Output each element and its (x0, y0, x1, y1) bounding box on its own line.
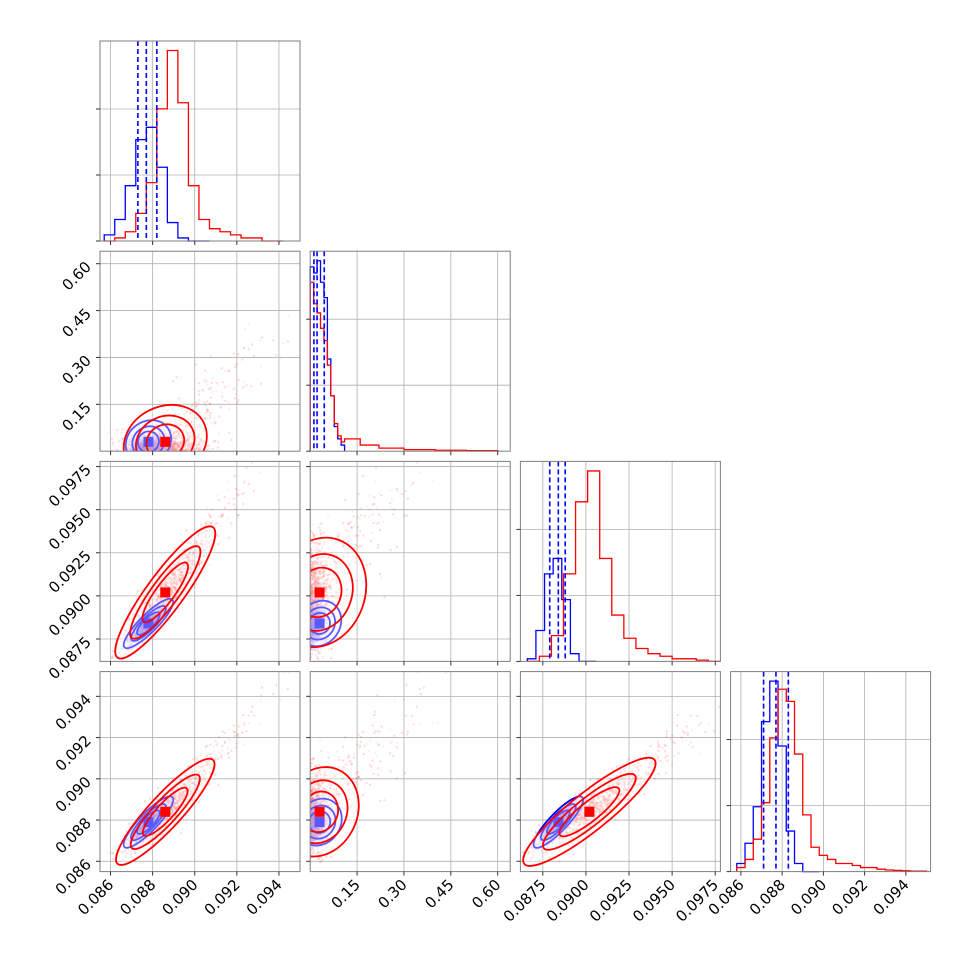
y-tick-label-2-4: 0.0975 (45, 461, 95, 511)
hist-series-0-param-3 (736, 680, 820, 873)
contour-1 (522, 756, 657, 867)
x-tick-label-3-2: 0.090 (787, 876, 830, 919)
contour-1 (114, 525, 217, 660)
peak-marker-1 (160, 436, 171, 447)
hist-series-0-param-1 (309, 260, 346, 452)
hist-series-1-param-2 (527, 470, 721, 663)
hist-series-1-param-0 (104, 49, 284, 242)
x-tick-label-2-1: 0.0900 (543, 876, 593, 926)
contour-1 (310, 536, 368, 649)
peak-marker-0 (314, 817, 325, 828)
x-tick-label-0-1: 0.088 (116, 876, 159, 919)
x-tick-label-3-1: 0.088 (746, 876, 789, 919)
peak-marker-0 (143, 618, 154, 629)
x-tick-label-1-3: 0.60 (468, 876, 504, 912)
scatter-panel-1-3 (306, 671, 511, 876)
x-tick-label-3-3: 0.092 (828, 876, 871, 919)
x-tick-label-1-1: 0.30 (374, 876, 410, 912)
x-tick-label-2-3: 0.0950 (629, 876, 679, 926)
hist-series-1-param-3 (736, 688, 928, 872)
contour-0 (124, 419, 173, 452)
peak-marker-1 (314, 587, 325, 598)
y-tick-label-3-3: 0.092 (52, 732, 95, 775)
y-tick-label-1-0: 0.15 (58, 398, 94, 434)
contour-1 (310, 766, 360, 858)
peak-marker-1 (160, 806, 171, 817)
contour-1 (115, 757, 216, 866)
scatter-panel-1-2 (306, 460, 511, 666)
scatter-panel-2-3 (516, 671, 721, 876)
x-tick-label-2-0: 0.0875 (500, 876, 550, 926)
peak-marker-1 (314, 806, 325, 817)
peak-marker-1 (160, 587, 171, 598)
y-tick-label-1-1: 0.30 (58, 352, 94, 388)
y-tick-label-2-1: 0.0900 (45, 590, 95, 640)
x-tick-label-0-3: 0.092 (201, 876, 244, 919)
y-tick-label-1-3: 0.60 (58, 258, 94, 294)
hist-panel-3 (726, 671, 932, 876)
peak-marker-0 (314, 618, 325, 629)
hist-series-0-param-2 (526, 557, 597, 663)
scatter-panel-0-3 (96, 671, 301, 876)
x-tick-label-0-4: 0.094 (243, 876, 286, 919)
peak-marker-1 (584, 806, 595, 817)
peak-marker-0 (143, 817, 154, 828)
hist-panel-0 (96, 40, 301, 245)
y-tick-label-2-3: 0.0950 (45, 504, 95, 554)
y-tick-label-2-0: 0.0875 (45, 633, 95, 683)
scatter-panel-0-2 (96, 460, 301, 666)
x-tick-label-1-0: 0.15 (328, 876, 364, 912)
contour-1 (122, 404, 208, 452)
x-tick-label-3-4: 0.094 (870, 876, 913, 919)
x-tick-label-0-2: 0.090 (158, 876, 201, 919)
y-tick-label-2-2: 0.0925 (45, 547, 95, 597)
y-tick-label-3-1: 0.088 (52, 814, 95, 857)
hist-series-0-param-0 (103, 126, 210, 242)
x-tick-label-2-2: 0.0925 (586, 876, 636, 926)
hist-panel-2 (516, 460, 721, 666)
hist-series-1-param-1 (309, 281, 499, 452)
hist-panel-1 (306, 250, 511, 456)
x-tick-label-1-2: 0.45 (421, 876, 457, 912)
scatter-panel-0-1 (96, 250, 301, 456)
y-tick-label-1-2: 0.45 (58, 305, 94, 341)
y-tick-label-3-2: 0.090 (52, 773, 95, 816)
y-tick-label-3-4: 0.094 (52, 690, 95, 733)
peak-marker-0 (143, 436, 154, 447)
